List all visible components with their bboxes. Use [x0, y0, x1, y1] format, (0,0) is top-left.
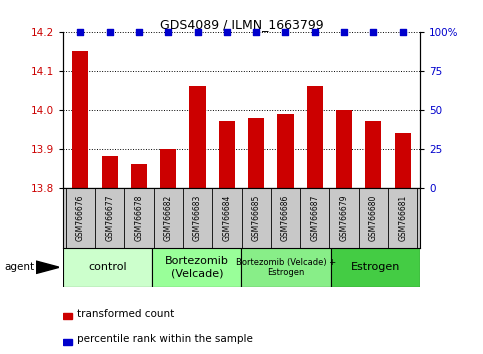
Point — [135, 29, 143, 35]
Text: GSM766687: GSM766687 — [310, 194, 319, 241]
Text: GSM766683: GSM766683 — [193, 194, 202, 241]
Point — [311, 29, 319, 35]
Point — [369, 29, 377, 35]
Bar — [101, 156, 118, 188]
Bar — [248, 118, 264, 188]
Text: GSM766678: GSM766678 — [134, 194, 143, 241]
Bar — [219, 121, 235, 188]
Text: GSM766685: GSM766685 — [252, 194, 261, 241]
Bar — [72, 51, 88, 188]
Bar — [242, 248, 331, 287]
Text: GSM766681: GSM766681 — [398, 195, 407, 241]
Bar — [336, 110, 352, 188]
Bar — [189, 86, 206, 188]
Text: Bortezomib
(Velcade): Bortezomib (Velcade) — [165, 256, 229, 278]
Bar — [331, 248, 420, 287]
Text: agent: agent — [5, 262, 35, 272]
Bar — [63, 339, 71, 345]
Text: percentile rank within the sample: percentile rank within the sample — [77, 334, 253, 344]
Text: GSM766686: GSM766686 — [281, 194, 290, 241]
Bar — [63, 313, 71, 319]
Point — [399, 29, 407, 35]
Bar — [160, 149, 176, 188]
Bar — [395, 133, 411, 188]
Bar — [307, 86, 323, 188]
Point — [252, 29, 260, 35]
Text: GSM766682: GSM766682 — [164, 195, 173, 241]
Bar — [152, 248, 242, 287]
Point — [223, 29, 231, 35]
Bar — [277, 114, 294, 188]
Bar — [131, 164, 147, 188]
Text: transformed count: transformed count — [77, 309, 174, 319]
Text: Estrogen: Estrogen — [351, 262, 400, 272]
Text: GSM766680: GSM766680 — [369, 194, 378, 241]
Text: GSM766677: GSM766677 — [105, 194, 114, 241]
Point — [164, 29, 172, 35]
Text: Bortezomib (Velcade) +
Estrogen: Bortezomib (Velcade) + Estrogen — [236, 258, 336, 277]
Bar — [365, 121, 382, 188]
Bar — [63, 248, 152, 287]
Text: control: control — [88, 262, 127, 272]
Point — [282, 29, 289, 35]
Text: GSM766684: GSM766684 — [222, 194, 231, 241]
Polygon shape — [36, 261, 59, 273]
Text: GSM766679: GSM766679 — [340, 194, 349, 241]
Point — [194, 29, 201, 35]
Point — [340, 29, 348, 35]
Point — [106, 29, 114, 35]
Text: GSM766676: GSM766676 — [76, 194, 85, 241]
Title: GDS4089 / ILMN_1663799: GDS4089 / ILMN_1663799 — [160, 18, 323, 31]
Point — [76, 29, 84, 35]
